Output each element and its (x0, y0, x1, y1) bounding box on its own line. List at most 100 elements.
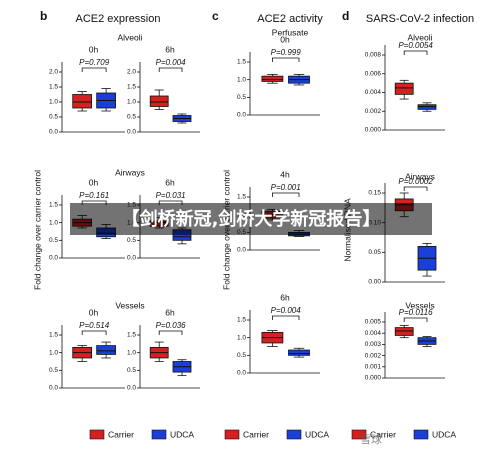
p-bracket (81, 330, 107, 335)
y-tick-label: 0.0 (237, 370, 246, 377)
legend-label: UDCA (305, 429, 329, 439)
y-tick-label: 0.5 (237, 352, 246, 359)
y-tick-label: 0.002 (365, 352, 382, 359)
legend-label: UDCA (432, 429, 456, 439)
y-tick-label: 0.004 (365, 89, 382, 96)
group-title: Airways (115, 167, 145, 177)
y-tick-label: 0.003 (365, 341, 382, 348)
p-value: P=0.0002 (398, 177, 433, 186)
panel-title: ACE2 activity (257, 13, 323, 25)
legend-label: UDCA (170, 429, 194, 439)
legend-label: Carrier (243, 429, 269, 439)
y-tick-label: 1.0 (49, 219, 58, 226)
box (394, 327, 414, 336)
y-tick-label: 1.0 (49, 349, 58, 356)
subplot-title: 6h (165, 307, 175, 317)
subplot-title: 6h (165, 44, 175, 54)
group-title: Vessels (115, 300, 144, 310)
p-bracket (272, 192, 300, 197)
y-tick-label: 1.5 (237, 194, 246, 201)
p-bracket (403, 186, 428, 191)
y-tick-label: 1.5 (49, 202, 58, 209)
y-tick-label: 0.0 (49, 129, 58, 136)
y-tick-label: 0.0 (49, 255, 58, 262)
p-value: P=0.0116 (399, 308, 433, 317)
y-tick-label: 0.005 (365, 319, 382, 326)
y-axis-title: Fold change over carrier control (32, 170, 42, 290)
subplot-title: 0h (89, 307, 99, 317)
banner-bg (70, 203, 432, 235)
y-tick-label: 0.000 (365, 375, 382, 382)
p-bracket (272, 57, 300, 62)
y-tick-label: 1.5 (127, 84, 136, 91)
panel-letter: d (342, 9, 349, 23)
y-tick-label: 1.0 (127, 349, 136, 356)
y-tick-label: 0.00 (368, 279, 381, 286)
box (261, 75, 284, 82)
subplot-title: 0h (280, 34, 290, 44)
legend-swatch (224, 429, 240, 440)
legend-label: Carrier (108, 429, 134, 439)
p-value: P=0.161 (79, 191, 109, 200)
y-tick-label: 0.5 (237, 94, 246, 101)
subplot-title: 6h (280, 292, 290, 302)
box (288, 349, 310, 356)
p-bracket (81, 67, 107, 72)
y-tick-label: 0.5 (127, 237, 136, 244)
panel-letter: b (40, 9, 47, 23)
watermark: 雪球 (360, 432, 382, 446)
y-tick-label: 2.0 (49, 69, 58, 76)
p-bracket (272, 315, 300, 320)
y-tick-label: 0.0 (49, 385, 58, 392)
subplot-title: 0h (89, 44, 99, 54)
box (394, 82, 414, 95)
p-value: P=0.001 (271, 183, 301, 192)
y-tick-label: 1.5 (49, 332, 58, 339)
y-tick-label: 0.5 (49, 237, 58, 244)
y-tick-label: 0.0 (127, 385, 136, 392)
y-tick-label: 0.0 (127, 255, 136, 262)
p-bracket (158, 330, 183, 335)
y-tick-label: 1.5 (127, 332, 136, 339)
subplot-title: 6h (165, 177, 175, 187)
y-tick-label: 0.5 (127, 367, 136, 374)
group-title: Alveoli (117, 32, 142, 42)
y-tick-label: 0.008 (365, 52, 382, 59)
y-tick-label: 0.0 (237, 247, 246, 254)
p-bracket (158, 67, 183, 72)
panel-title: SARS-CoV-2 infection (366, 13, 474, 25)
legend-swatch (413, 429, 429, 440)
p-value: P=0.709 (79, 58, 110, 67)
banner: 【剑桥新冠,剑桥大学新冠报告】 (122, 208, 381, 230)
y-tick-label: 0.05 (368, 249, 381, 256)
panel-title: ACE2 expression (76, 13, 161, 25)
p-value: P=0.514 (79, 321, 110, 330)
group-title: Perfusate (272, 27, 309, 37)
y-tick-label: 0.15 (368, 190, 381, 197)
p-bracket (403, 317, 428, 322)
subplot-title: 0h (89, 177, 99, 187)
y-tick-label: 0.006 (365, 70, 382, 77)
y-tick-label: 1.0 (49, 99, 58, 106)
group-title: Alveoli (407, 32, 432, 42)
box (149, 95, 169, 107)
y-tick-label: 0.0 (237, 112, 246, 119)
y-tick-label: 1.5 (49, 84, 58, 91)
p-value: P=0.004 (156, 58, 187, 67)
panel-letter: c (212, 9, 219, 23)
y-tick-label: 1.5 (237, 317, 246, 324)
y-tick-label: 1.5 (237, 59, 246, 66)
y-tick-label: 0.5 (127, 114, 136, 121)
legend-swatch (151, 429, 167, 440)
y-tick-label: 0.5 (49, 367, 58, 374)
y-tick-label: 0.001 (365, 364, 382, 371)
y-tick-label: 0.004 (365, 330, 382, 337)
legend-swatch (286, 429, 302, 440)
y-tick-label: 1.0 (237, 76, 246, 83)
p-value: P=0.999 (271, 48, 302, 57)
p-bracket (403, 50, 428, 55)
legend-swatch (351, 429, 367, 440)
p-value: P=0.0054 (398, 41, 433, 50)
y-tick-label: 1.0 (237, 334, 246, 341)
